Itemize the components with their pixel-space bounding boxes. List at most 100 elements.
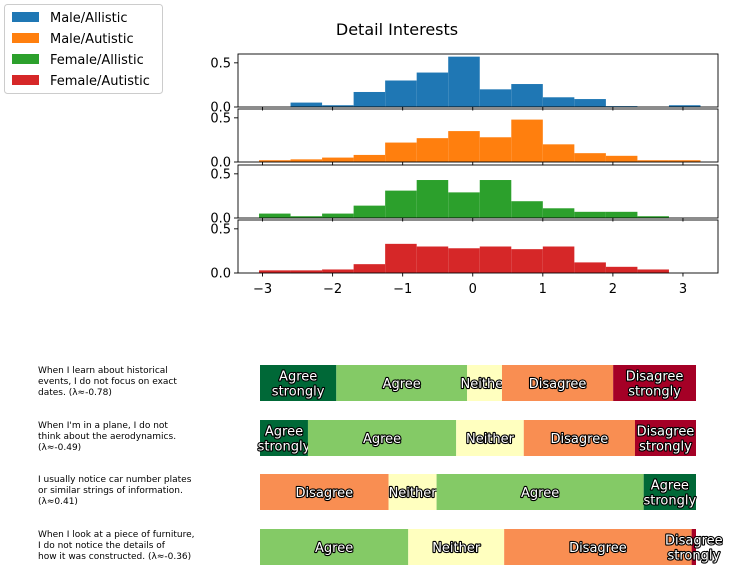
histogram-bar [448, 248, 480, 273]
segment-label-agree-strongly: Agree strongly [258, 425, 311, 455]
x-tick-label: 1 [539, 282, 547, 297]
segment-agree-strongly [260, 365, 337, 401]
y-tick-label: 0.0 [210, 212, 231, 227]
histogram-bar [637, 269, 669, 273]
question-line: I usually notice car number plates [38, 475, 192, 485]
segment-label-line: Agree [315, 541, 353, 556]
segment-label-line: Disagree [665, 534, 723, 549]
segment-label-disagree: Disagree [295, 486, 353, 501]
histogram-bar [542, 97, 575, 107]
segment-label-line: strongly [667, 549, 720, 564]
segment-agree [307, 420, 457, 456]
histogram-bar [353, 91, 386, 107]
segment-label-line: Neither [466, 432, 515, 447]
histogram-panels: 0.00.50.00.50.00.50.00.5 [210, 53, 719, 282]
segment-label-disagree: Disagree [551, 432, 609, 447]
segment-label-line: Disagree [295, 486, 353, 501]
question-line: When I learn about historical [38, 366, 168, 376]
question-line: I do not notice the details of [38, 541, 166, 551]
segment-label-disagree: Disagree [529, 377, 587, 392]
histogram-bar [385, 80, 417, 107]
segment-label-line: Agree [279, 370, 317, 385]
y-tick-label: 0.5 [210, 111, 231, 126]
segment-label-line: Agree [265, 425, 303, 440]
segment-label-line: Neither [389, 486, 438, 501]
legend-label-female-allistic: Female/Allistic [50, 53, 144, 68]
panel-frame [237, 164, 719, 219]
segment-label-line: Agree [521, 486, 559, 501]
segment-label-line: Disagree [569, 541, 627, 556]
x-tick-label: 3 [679, 282, 687, 297]
histogram-bar [448, 192, 480, 218]
histogram-bar [448, 131, 480, 162]
histogram-bar [511, 201, 543, 218]
segment-agree [436, 474, 644, 510]
y-tick-label: 0.0 [210, 267, 231, 282]
segment-label-line: Disagree [637, 425, 695, 440]
legend-swatch-male-allistic [12, 12, 39, 22]
question-line: When I'm in a plane, I do not [38, 421, 168, 431]
segment-label-neither: Neither [461, 377, 510, 392]
segment-label-line: Agree [651, 479, 689, 494]
histogram-bar [416, 138, 449, 162]
segment-disagree [523, 420, 635, 456]
histogram-bar [479, 89, 512, 107]
histogram-bar [542, 144, 575, 162]
segment-label-line: Disagree [551, 432, 609, 447]
legend-label-female-autistic: Female/Autistic [50, 74, 150, 89]
segment-disagree [504, 529, 692, 565]
segment-label-line: Agree [363, 432, 401, 447]
likert-row-1: When I learn about historical events, I d… [38, 365, 696, 401]
histogram-bar [353, 264, 386, 273]
legend-frame [4, 4, 163, 94]
histogram-bar [605, 211, 638, 218]
segment-label-line: strongly [643, 494, 696, 509]
segment-neither [408, 529, 505, 565]
panel-frame [237, 219, 719, 274]
histogram-bar [542, 208, 575, 218]
histogram-bar [605, 266, 638, 273]
segment-label-disagree-strongly: Disagree strongly [626, 370, 684, 400]
histogram-bar [479, 137, 512, 162]
segment-agree-strongly [260, 420, 308, 456]
question-label: When I look at a piece of furniture, I do… [38, 530, 194, 562]
segment-label-neither: Neither [389, 486, 438, 501]
question-line: When I look at a piece of furniture, [38, 530, 194, 540]
histogram-panel-female-allistic: 0.0 0.5 [210, 164, 719, 227]
histogram-bar [322, 105, 354, 107]
histogram-bar [385, 190, 417, 218]
segment-label-disagree: Disagree [569, 541, 627, 556]
likert-row-2: When I'm in a plane, I do not think about… [38, 420, 696, 456]
question-line: events, I do not focus on exact [38, 377, 177, 387]
histogram-bar [605, 155, 638, 162]
x-tick-label: −1 [393, 282, 412, 297]
legend-label-male-allistic: Male/Allistic [50, 11, 128, 26]
histogram-bar [353, 205, 386, 218]
segment-neither [388, 474, 437, 510]
legend-label-male-autistic: Male/Autistic [50, 32, 134, 47]
x-tick-label: 0 [469, 282, 477, 297]
x-tick-label: −2 [323, 282, 342, 297]
legend: Male/Allistic Male/Autistic Female/Allisti… [4, 4, 163, 94]
panel-frame [237, 108, 719, 163]
histogram-bar [322, 157, 354, 162]
segment-label-line: Disagree [529, 377, 587, 392]
segment-label-agree-strongly: Agree strongly [272, 370, 325, 400]
segment-label-disagree-strongly: Disagree strongly [637, 425, 695, 455]
segment-label-neither: Neither [432, 541, 481, 556]
histogram-bar [668, 105, 701, 107]
y-tick-label: 0.0 [210, 101, 231, 116]
histogram-panel-male-allistic: 0.0 0.5 [210, 53, 719, 116]
histogram-bar [542, 246, 575, 273]
histogram-bar [259, 160, 291, 162]
likert-bars: When I learn about historical events, I d… [38, 365, 724, 565]
histogram-bar [574, 99, 606, 107]
x-tick-label: 2 [609, 282, 617, 297]
histogram-bar [574, 153, 606, 162]
histogram-bar [448, 56, 480, 107]
segment-disagree [501, 365, 614, 401]
histogram-bar [511, 119, 543, 162]
histogram-bar [322, 269, 354, 273]
y-tick-label: 0.5 [210, 222, 231, 237]
histogram-bar [353, 154, 386, 162]
